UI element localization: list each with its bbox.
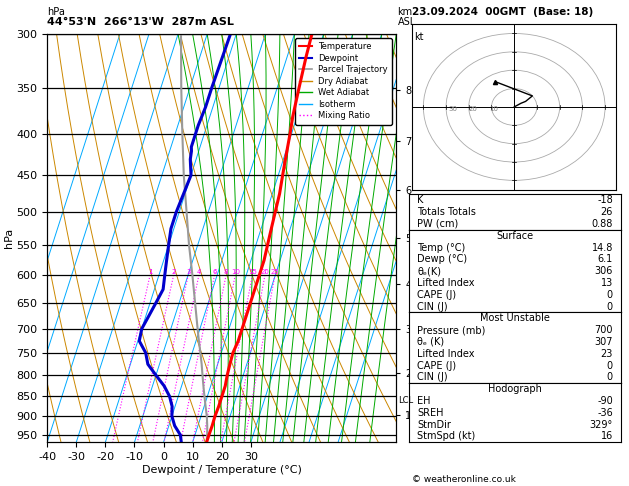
- Text: 700: 700: [594, 325, 613, 335]
- Text: 10: 10: [231, 269, 240, 275]
- Text: 1: 1: [148, 269, 152, 275]
- Text: Surface: Surface: [496, 231, 534, 241]
- Text: 306: 306: [594, 266, 613, 276]
- Text: Hodograph: Hodograph: [488, 384, 542, 394]
- Text: hPa: hPa: [47, 7, 65, 17]
- Text: 6: 6: [213, 269, 217, 275]
- Text: Most Unstable: Most Unstable: [480, 313, 550, 323]
- Text: 8: 8: [224, 269, 228, 275]
- Text: StmSpd (kt): StmSpd (kt): [418, 432, 476, 441]
- Text: StmDir: StmDir: [418, 419, 451, 430]
- Text: CAPE (J): CAPE (J): [418, 361, 457, 370]
- Text: 26: 26: [601, 207, 613, 217]
- Text: 10: 10: [489, 105, 498, 112]
- Text: 329°: 329°: [590, 419, 613, 430]
- Text: 0: 0: [607, 301, 613, 312]
- Text: CAPE (J): CAPE (J): [418, 290, 457, 300]
- X-axis label: Dewpoint / Temperature (°C): Dewpoint / Temperature (°C): [142, 465, 302, 475]
- Text: θₑ(K): θₑ(K): [418, 266, 442, 276]
- Text: 0: 0: [607, 372, 613, 382]
- Text: Dewp (°C): Dewp (°C): [418, 254, 467, 264]
- Text: kt: kt: [415, 32, 424, 42]
- Text: -36: -36: [597, 408, 613, 418]
- Text: Totals Totals: Totals Totals: [418, 207, 476, 217]
- Text: SREH: SREH: [418, 408, 444, 418]
- Text: 15: 15: [248, 269, 257, 275]
- Text: 23: 23: [601, 349, 613, 359]
- Text: LCL: LCL: [398, 396, 413, 405]
- Text: 23.09.2024  00GMT  (Base: 18): 23.09.2024 00GMT (Base: 18): [412, 7, 593, 17]
- Text: Temp (°C): Temp (°C): [418, 243, 465, 253]
- Text: Lifted Index: Lifted Index: [418, 278, 475, 288]
- Text: 6.1: 6.1: [598, 254, 613, 264]
- Legend: Temperature, Dewpoint, Parcel Trajectory, Dry Adiabat, Wet Adiabat, Isotherm, Mi: Temperature, Dewpoint, Parcel Trajectory…: [295, 38, 392, 124]
- Text: 20: 20: [260, 269, 269, 275]
- Text: PW (cm): PW (cm): [418, 219, 459, 229]
- Text: 13: 13: [601, 278, 613, 288]
- Text: 25: 25: [270, 269, 279, 275]
- Text: 0: 0: [607, 361, 613, 370]
- Text: K: K: [418, 195, 424, 205]
- Text: CIN (J): CIN (J): [418, 372, 448, 382]
- Y-axis label: hPa: hPa: [4, 228, 14, 248]
- Text: ASL: ASL: [398, 17, 416, 27]
- Text: 30: 30: [448, 105, 457, 112]
- Text: -18: -18: [597, 195, 613, 205]
- Text: © weatheronline.co.uk: © weatheronline.co.uk: [412, 474, 516, 484]
- Text: Pressure (mb): Pressure (mb): [418, 325, 486, 335]
- Text: 16: 16: [601, 432, 613, 441]
- Text: 14.8: 14.8: [591, 243, 613, 253]
- Text: 2: 2: [172, 269, 176, 275]
- Text: 307: 307: [594, 337, 613, 347]
- Text: -90: -90: [597, 396, 613, 406]
- Text: 44°53'N  266°13'W  287m ASL: 44°53'N 266°13'W 287m ASL: [47, 17, 234, 27]
- Text: km: km: [398, 7, 413, 17]
- Text: 3: 3: [186, 269, 191, 275]
- Text: 0.88: 0.88: [591, 219, 613, 229]
- Text: 20: 20: [469, 105, 478, 112]
- Text: θₑ (K): θₑ (K): [418, 337, 445, 347]
- Text: EH: EH: [418, 396, 431, 406]
- Text: CIN (J): CIN (J): [418, 301, 448, 312]
- Text: Lifted Index: Lifted Index: [418, 349, 475, 359]
- Text: 4: 4: [197, 269, 201, 275]
- Text: 0: 0: [607, 290, 613, 300]
